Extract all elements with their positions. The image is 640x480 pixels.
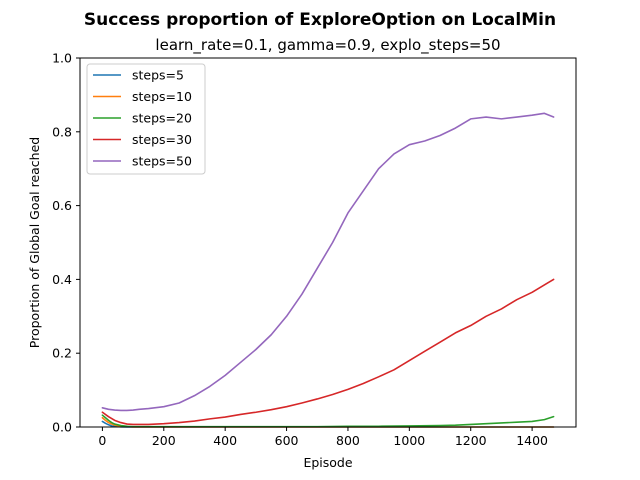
- x-tick-label: 600: [275, 433, 299, 448]
- legend-box: [86, 63, 206, 175]
- legend: steps=5 steps=10 steps=20 steps=30 steps=50: [86, 63, 206, 175]
- y-axis: 0.0 0.2 0.4 0.6 0.8 1.0: [52, 51, 80, 435]
- legend-label: steps=10: [132, 89, 192, 104]
- x-tick-label: 200: [152, 433, 176, 448]
- y-tick-label: 1.0: [52, 51, 72, 66]
- y-tick-label: 0.6: [52, 198, 72, 213]
- chart-title: Success proportion of ExploreOption on L…: [84, 10, 556, 30]
- x-tick-label: 1400: [516, 433, 548, 448]
- x-tick-label: 1000: [393, 433, 425, 448]
- y-tick-label: 0.0: [52, 420, 72, 435]
- legend-label: steps=20: [132, 111, 192, 126]
- y-axis-label: Proportion of Global Goal reached: [27, 137, 42, 348]
- x-tick-label: 0: [98, 433, 106, 448]
- x-axis: 0 200 400 600 800 1000 1200 1400: [98, 427, 548, 448]
- legend-label: steps=30: [132, 132, 192, 147]
- y-tick-label: 0.2: [52, 346, 72, 361]
- x-tick-label: 400: [213, 433, 237, 448]
- plot-frame: [79, 57, 577, 428]
- series-line-steps-30: [101, 278, 555, 426]
- chart-subtitle: learn_rate=0.1, gamma=0.9, explo_steps=5…: [155, 36, 500, 55]
- legend-label: steps=50: [132, 154, 192, 169]
- y-tick-label: 0.8: [52, 124, 72, 139]
- y-tick-label: 0.4: [52, 272, 72, 287]
- x-tick-label: 800: [336, 433, 360, 448]
- x-tick-label: 1200: [455, 433, 487, 448]
- x-axis-label: Episode: [303, 455, 352, 470]
- series-line-steps-50: [101, 112, 555, 412]
- legend-label: steps=5: [132, 68, 184, 83]
